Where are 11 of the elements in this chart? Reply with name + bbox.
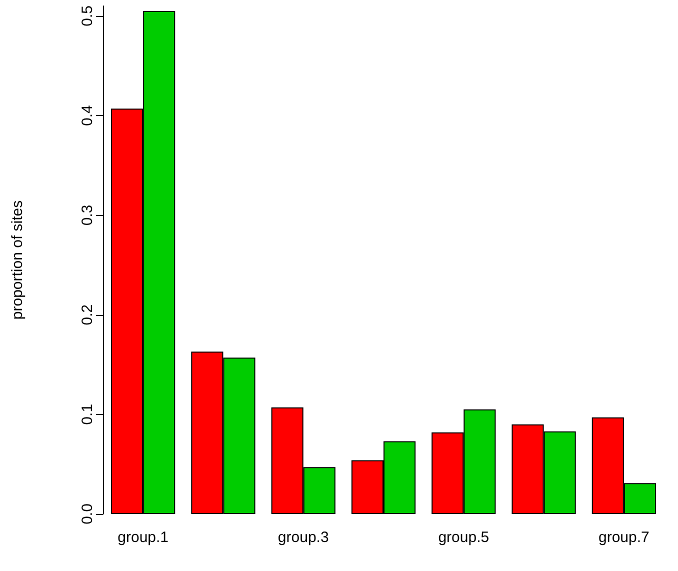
y-tick-label: 0.4 bbox=[79, 105, 96, 126]
y-tick-label: 0.0 bbox=[79, 504, 96, 524]
y-tick-label: 0.2 bbox=[79, 304, 96, 326]
y-tick-label: 0.1 bbox=[79, 404, 96, 425]
x-tick-label: group.3 bbox=[278, 529, 329, 546]
x-tick-label: group.1 bbox=[118, 529, 169, 546]
y-tick-label: 0.5 bbox=[79, 6, 96, 26]
x-tick-label: group.7 bbox=[598, 529, 650, 546]
x-tick-label: group.5 bbox=[438, 529, 490, 546]
y-tick-label: 0.3 bbox=[79, 204, 96, 226]
y-axis-title: proportion of sites bbox=[9, 200, 26, 320]
